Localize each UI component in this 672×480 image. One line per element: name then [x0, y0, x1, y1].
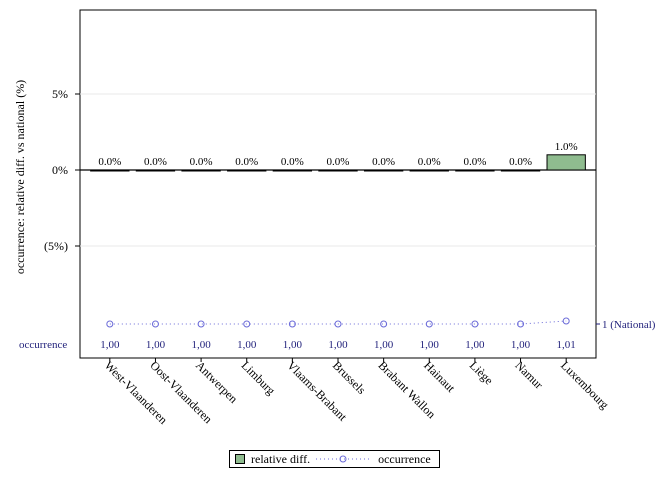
occurrence-value-0: 1,00 — [100, 339, 120, 351]
occurrence-value-7: 1,00 — [420, 339, 440, 351]
bar-9 — [500, 169, 541, 172]
occurrence-point-9 — [517, 320, 525, 328]
legend-label-relative-diff: relative diff. — [251, 451, 311, 466]
occurrence-point-8 — [471, 320, 479, 328]
bar-label-9: 0.0% — [509, 156, 532, 168]
occurrence-point-3 — [243, 320, 251, 328]
occurrence-value-10: 1,01 — [557, 339, 576, 351]
x-category-label-8: Liège — [467, 358, 496, 387]
x-axis-categories: West-VlaanderenOost-VlaanderenAntwerpenL… — [102, 358, 612, 427]
occurrence-value-6: 1,00 — [374, 339, 394, 351]
bar-7 — [409, 169, 449, 172]
bar-label-0: 0.0% — [98, 156, 121, 168]
bar-label-7: 0.0% — [418, 156, 441, 168]
occurrence-point-0 — [106, 320, 114, 328]
bar-label-1: 0.0% — [144, 156, 167, 168]
bar-5 — [318, 169, 358, 172]
x-category-label-7: Hainaut — [421, 358, 458, 395]
legend-symbol-occurrence — [316, 455, 371, 463]
occurrence-point-2 — [197, 320, 205, 328]
bar-labels-group: 0.0% 0.0% 0.0% 0.0% 0.0% 0.0% 0.0% 0.0% 0.0% 0.0%… — [98, 141, 577, 168]
occurrence-line-group — [106, 317, 600, 328]
x-category-label-9: Namur — [512, 358, 545, 391]
national-reference-label: 1 (National) — [602, 319, 656, 331]
bar-2 — [181, 169, 221, 172]
occurrence-point-1 — [151, 320, 159, 328]
occurrence-labels-group: 1,00 1,00 1,00 1,00 1,00 1,00 1,00 1,00 1,00 1,00… — [100, 339, 576, 351]
bar-label-2: 0.0% — [190, 156, 213, 168]
bar-label-8: 0.0% — [463, 156, 486, 168]
x-category-label-3: Limburg — [239, 358, 278, 397]
legend-label-occurrence: occurrence — [378, 451, 431, 466]
bar-6 — [363, 169, 404, 172]
y-axis-label: occurrence: relative diff. vs national (… — [13, 80, 27, 274]
bar-label-6: 0.0% — [372, 156, 395, 168]
occurrence-point-6 — [380, 320, 388, 328]
x-category-label-2: Antwerpen — [193, 358, 241, 406]
y-tick-label-0: 5% — [52, 87, 68, 101]
gridlines — [80, 93, 596, 247]
occurrence-point-4 — [288, 320, 296, 328]
occurrence-point-7 — [425, 320, 433, 328]
occurrence-value-2: 1,00 — [191, 339, 211, 351]
bar-label-10: 1.0% — [555, 141, 578, 153]
bar-4 — [272, 169, 313, 172]
bar-label-3: 0.0% — [235, 156, 258, 168]
x-category-label-10: Luxembourg — [558, 358, 612, 412]
bar-label-4: 0.0% — [281, 156, 304, 168]
occurrence-value-5: 1,00 — [328, 339, 348, 351]
occurrence-row-label: occurrence — [19, 339, 67, 351]
bar-10 — [546, 154, 586, 171]
bar-label-5: 0.0% — [327, 156, 350, 168]
bar-8 — [455, 169, 495, 172]
y-axis-ticks: 5% 0% (5%) — [44, 87, 80, 253]
occurrence-point-5 — [334, 320, 342, 328]
bar-0 — [90, 169, 130, 172]
y-tick-label-1: 0% — [52, 163, 68, 177]
plot-frame — [79, 9, 597, 359]
occurrence-line — [109, 320, 567, 325]
occurrence-point-10 — [562, 317, 570, 325]
bar-1 — [135, 169, 176, 172]
occurrence-value-1: 1,00 — [146, 339, 166, 351]
legend-swatch-relative-diff — [235, 454, 245, 464]
legend: relative diff. occurrence — [229, 450, 440, 468]
occurrence-value-4: 1,00 — [283, 339, 303, 351]
occurrence-value-3: 1,00 — [237, 339, 257, 351]
bar-3 — [227, 169, 267, 172]
y-tick-label-2: (5%) — [44, 239, 68, 253]
occurrence-value-8: 1,00 — [465, 339, 485, 351]
occurrence-value-9: 1,00 — [511, 339, 531, 351]
bars-group — [90, 154, 586, 172]
x-category-label-5: Brussels — [330, 358, 369, 397]
